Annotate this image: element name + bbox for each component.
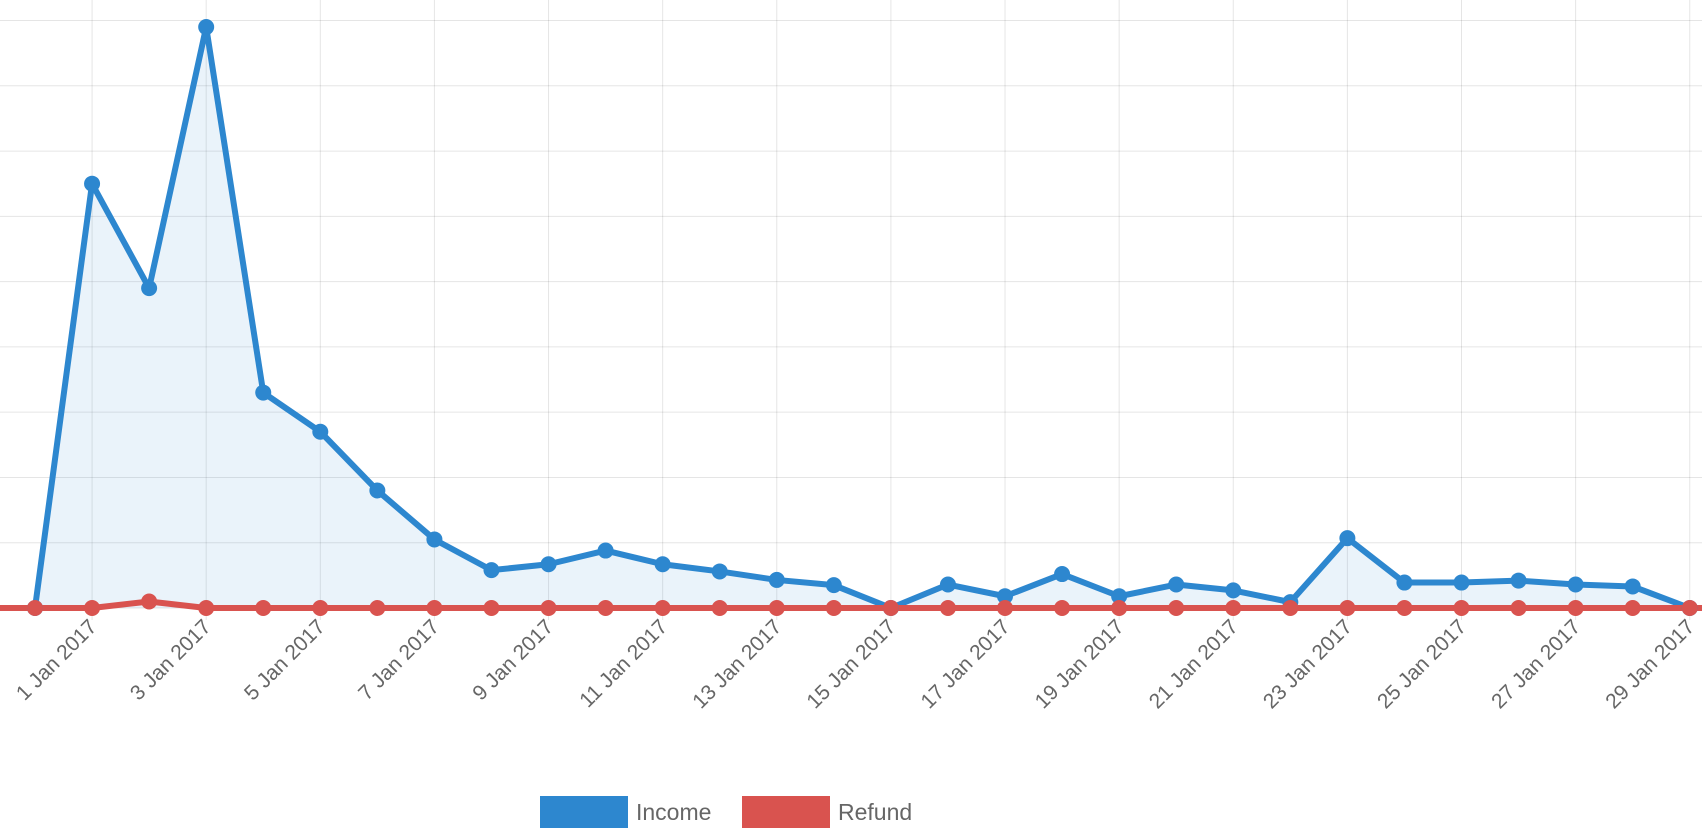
data-point-refund-19[interactable] — [1111, 600, 1128, 616]
data-point-refund-3[interactable] — [198, 600, 215, 616]
series-areas — [35, 27, 1690, 609]
series-area-income — [35, 27, 1690, 609]
x-tick-label-0: 1 Jan 2017 — [12, 615, 102, 705]
data-point-refund-20[interactable] — [1168, 600, 1185, 616]
data-point-income-20[interactable] — [1168, 576, 1185, 593]
series-lines — [0, 24, 1702, 611]
legend-swatch-refund[interactable] — [742, 796, 830, 828]
data-point-income-12[interactable] — [711, 563, 728, 580]
data-point-refund-29[interactable] — [1681, 600, 1698, 616]
data-point-refund-7[interactable] — [426, 600, 443, 616]
legend-swatch-income[interactable] — [540, 796, 628, 828]
legend-label-income[interactable]: Income — [636, 799, 711, 825]
data-point-income-9[interactable] — [540, 556, 557, 573]
series-line-refund — [0, 598, 1702, 611]
data-point-refund-2[interactable] — [141, 593, 158, 610]
data-point-income-8[interactable] — [483, 562, 500, 579]
data-point-refund-12[interactable] — [711, 600, 728, 616]
series-points — [27, 19, 1698, 616]
data-point-refund-13[interactable] — [768, 600, 785, 616]
data-point-income-25[interactable] — [1453, 574, 1470, 591]
data-point-refund-4[interactable] — [255, 600, 272, 616]
data-point-refund-16[interactable] — [939, 600, 956, 616]
x-axis-ticks: 1 Jan 2017 3 Jan 2017 5 Jan 2017 7 Jan 2017… — [12, 615, 1699, 713]
data-point-refund-15[interactable] — [882, 600, 899, 616]
x-tick-label-1: 3 Jan 2017 — [126, 615, 216, 705]
data-point-income-23[interactable] — [1339, 530, 1356, 547]
data-point-income-5[interactable] — [312, 423, 329, 440]
x-tick-label-6: 13 Jan 2017 — [688, 615, 786, 713]
data-point-refund-18[interactable] — [1054, 600, 1071, 616]
data-point-refund-25[interactable] — [1453, 600, 1470, 616]
x-tick-label-12: 25 Jan 2017 — [1373, 615, 1471, 713]
data-point-refund-26[interactable] — [1510, 600, 1527, 616]
data-point-refund-6[interactable] — [369, 600, 386, 616]
data-point-refund-23[interactable] — [1339, 600, 1356, 616]
data-point-income-16[interactable] — [939, 576, 956, 593]
data-point-refund-11[interactable] — [654, 600, 671, 616]
data-point-refund-27[interactable] — [1567, 600, 1584, 616]
x-tick-label-2: 5 Jan 2017 — [240, 615, 330, 705]
x-tick-label-7: 15 Jan 2017 — [802, 615, 900, 713]
legend: Income Refund — [540, 796, 912, 828]
data-point-income-4[interactable] — [255, 384, 272, 401]
data-point-refund-9[interactable] — [540, 600, 557, 616]
data-point-refund-22[interactable] — [1282, 600, 1299, 616]
data-point-income-11[interactable] — [654, 556, 671, 573]
x-tick-label-5: 11 Jan 2017 — [575, 615, 672, 712]
data-point-refund-5[interactable] — [312, 600, 329, 616]
data-point-income-18[interactable] — [1054, 566, 1071, 583]
data-point-refund-28[interactable] — [1624, 600, 1641, 616]
data-point-refund-10[interactable] — [597, 600, 614, 616]
grid — [0, 0, 1702, 620]
x-tick-label-14: 29 Jan 2017 — [1601, 615, 1699, 713]
data-point-income-28[interactable] — [1624, 578, 1641, 595]
data-point-income-24[interactable] — [1396, 574, 1413, 591]
data-point-income-7[interactable] — [426, 531, 443, 548]
data-point-income-6[interactable] — [369, 482, 386, 499]
data-point-income-27[interactable] — [1567, 576, 1584, 593]
data-point-income-10[interactable] — [597, 542, 614, 559]
data-point-income-13[interactable] — [768, 571, 785, 588]
x-tick-label-11: 23 Jan 2017 — [1259, 615, 1357, 713]
x-tick-label-4: 9 Jan 2017 — [468, 615, 558, 705]
legend-label-refund[interactable]: Refund — [838, 799, 912, 825]
x-tick-label-9: 19 Jan 2017 — [1031, 615, 1129, 713]
data-point-refund-0[interactable] — [27, 600, 43, 616]
x-tick-label-8: 17 Jan 2017 — [917, 615, 1015, 713]
data-point-income-19[interactable] — [1111, 588, 1128, 605]
data-point-income-3[interactable] — [198, 19, 215, 36]
series-line-income — [0, 24, 1702, 611]
data-point-refund-8[interactable] — [483, 600, 500, 616]
x-tick-label-13: 27 Jan 2017 — [1487, 615, 1585, 713]
x-tick-label-10: 21 Jan 2017 — [1145, 615, 1243, 713]
data-point-income-1[interactable] — [84, 175, 101, 192]
x-tick-label-3: 7 Jan 2017 — [354, 615, 444, 705]
data-point-income-17[interactable] — [997, 588, 1014, 605]
data-point-refund-14[interactable] — [825, 600, 842, 616]
data-point-refund-17[interactable] — [997, 600, 1014, 616]
data-point-income-26[interactable] — [1510, 572, 1527, 589]
data-point-refund-1[interactable] — [84, 600, 101, 616]
data-point-income-21[interactable] — [1225, 582, 1242, 599]
data-point-income-14[interactable] — [825, 577, 842, 594]
data-point-refund-21[interactable] — [1225, 600, 1242, 616]
data-point-income-2[interactable] — [141, 280, 158, 297]
data-point-refund-24[interactable] — [1396, 600, 1413, 616]
